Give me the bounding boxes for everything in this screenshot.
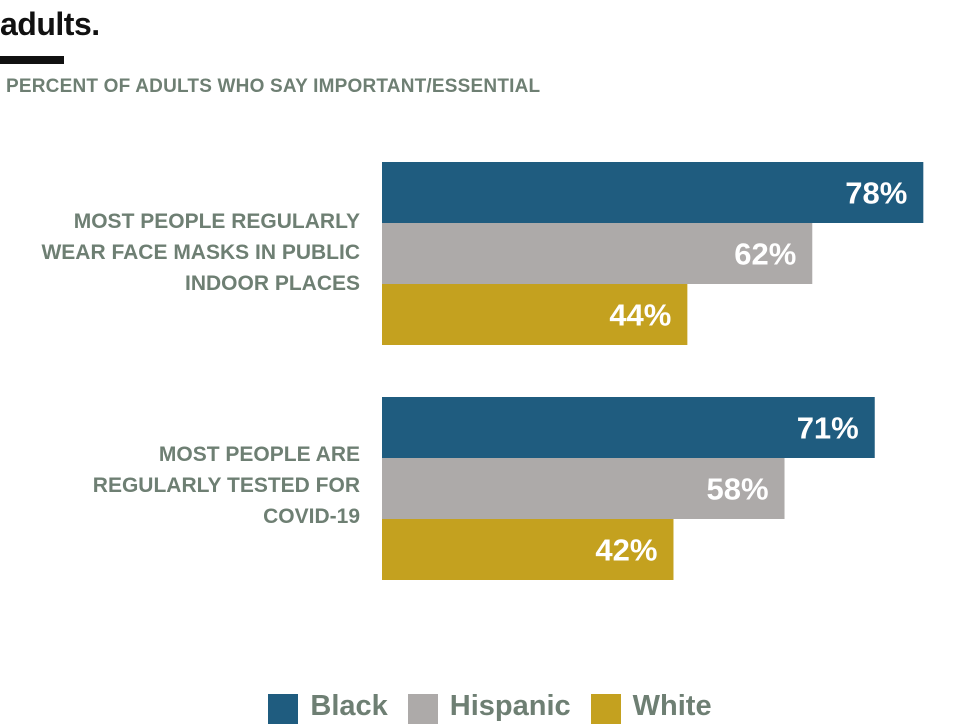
bar-white-2 bbox=[382, 519, 674, 580]
legend-label-black: Black bbox=[310, 690, 388, 722]
value-label-white-2: 42% bbox=[595, 533, 657, 568]
legend-swatch-white bbox=[590, 694, 621, 724]
chart-subtitle: PERCENT OF ADULTS WHO SAY IMPORTANT/ESSE… bbox=[6, 76, 541, 97]
bar-hispanic-1 bbox=[382, 223, 813, 284]
value-label-hispanic-1: 62% bbox=[734, 237, 796, 272]
legend-label-hispanic: Hispanic bbox=[449, 690, 571, 722]
category-label-line: COVID-19 bbox=[263, 505, 360, 528]
chart-title: adults. bbox=[0, 6, 100, 42]
value-label-hispanic-2: 58% bbox=[706, 472, 768, 507]
legend-swatch-hispanic bbox=[407, 694, 438, 724]
chart-legend: Black Hispanic White bbox=[0, 688, 980, 724]
bar-black-1 bbox=[382, 162, 924, 223]
value-label-white-1: 44% bbox=[609, 298, 671, 333]
category-label-line: WEAR FACE MASKS IN PUBLIC bbox=[41, 241, 360, 264]
category-label-line: MOST PEOPLE ARE bbox=[158, 443, 360, 466]
legend-swatch-black bbox=[268, 694, 299, 724]
bar-black-2 bbox=[382, 397, 875, 458]
legend-item-white: White bbox=[590, 688, 712, 724]
bar-chart: 78% 62% 44% 71% 58% 42% bbox=[382, 162, 924, 580]
bar-hispanic-2 bbox=[382, 458, 785, 519]
value-label-black-1: 78% bbox=[845, 176, 907, 211]
category-label-line: REGULARLY TESTED FOR bbox=[92, 474, 360, 497]
legend-label-white: White bbox=[632, 690, 712, 722]
bar-white-1 bbox=[382, 284, 688, 345]
category-label-line: INDOOR PLACES bbox=[184, 272, 360, 295]
category-label-line: MOST PEOPLE REGULARLY bbox=[73, 210, 360, 233]
category-label-covid-testing: MOST PEOPLE ARE REGULARLY TESTED FOR COV… bbox=[0, 439, 360, 532]
legend-item-hispanic: Hispanic bbox=[407, 688, 571, 724]
legend-item-black: Black bbox=[268, 688, 388, 724]
value-label-black-2: 71% bbox=[797, 411, 859, 446]
title-underline bbox=[0, 56, 64, 64]
category-label-face-masks: MOST PEOPLE REGULARLY WEAR FACE MASKS IN… bbox=[0, 206, 360, 299]
